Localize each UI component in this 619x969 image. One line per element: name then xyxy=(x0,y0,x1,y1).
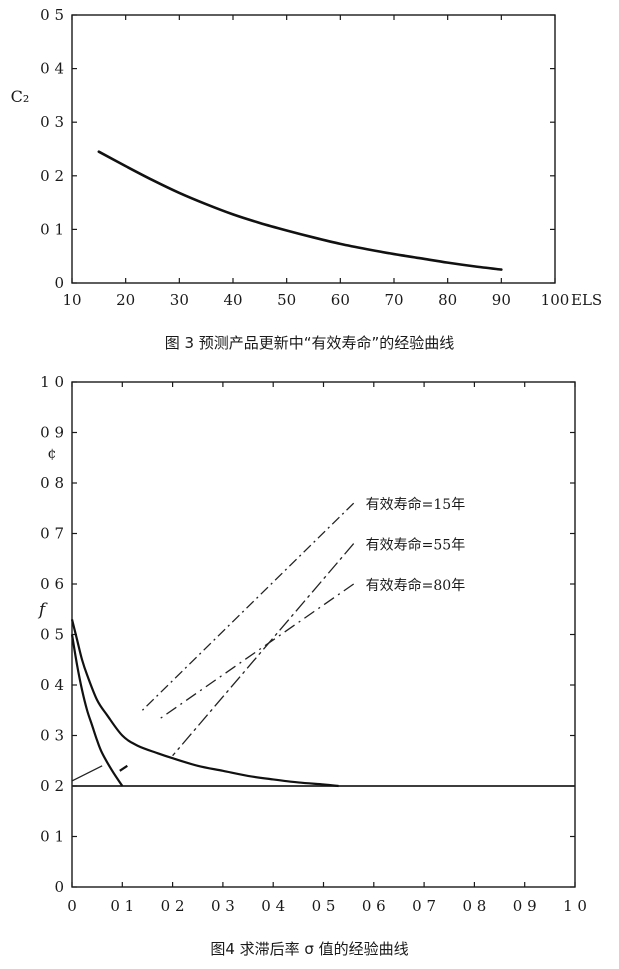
c1-x-tick-label: 100 xyxy=(541,291,570,309)
c2-x-tick-label: 0 4 xyxy=(261,897,285,915)
c1-x-tick-label: 50 xyxy=(277,291,296,309)
c2-arrow-mark xyxy=(71,765,103,782)
c1-y-tick-label: 0 5 xyxy=(40,6,64,24)
c1-x-tick-label: 70 xyxy=(384,291,403,309)
chart-f-vs-sigma: 0 0 1 0 2 0 3 0 4 0 5 0 6 0 7 0 8 0 9 1 0 0 0 1 0 2 0 … xyxy=(37,373,587,922)
c1-y-tick-label: 0 1 xyxy=(40,220,64,238)
c2-x-tick-label: 0 6 xyxy=(362,897,386,915)
c2-x-tick-label: 0 8 xyxy=(462,897,486,915)
c2-y-tick-label: 0 9 xyxy=(40,424,64,442)
c2-x-tick-label: 0 3 xyxy=(211,897,235,915)
c2-annotation-label: 有效寿命=15年 xyxy=(366,496,466,513)
c2-annotation-label: 有效寿命=80年 xyxy=(366,577,466,594)
c1-x-axis-label: ELS xyxy=(571,291,602,309)
c2-y-tick-label: 0 3 xyxy=(40,727,64,745)
c1-y-tick-label: 0 xyxy=(54,274,64,292)
c2-y-tick-label: 0 7 xyxy=(40,525,64,543)
c1-y-axis-label: C₂ xyxy=(11,87,30,106)
c2-y-axis-label: f xyxy=(37,600,48,620)
c2-plot-frame xyxy=(71,381,576,888)
c1-x-tick-label: 60 xyxy=(331,291,350,309)
c1-x-tick-label: 80 xyxy=(438,291,457,309)
chart-c2-vs-els: 10 20 30 40 50 60 70 80 90 100 0 0 1 0 2 0 3 0 4 0 5 ELS… xyxy=(11,6,603,309)
figure-4-caption: 图4 求滞后率 σ 值的经验曲线 xyxy=(210,940,409,958)
c1-x-tick-label: 30 xyxy=(170,291,189,309)
c1-x-tick-label: 40 xyxy=(223,291,242,309)
c2-y-tick-label: 0 xyxy=(54,878,64,896)
c2-y-tick-label: 1 0 xyxy=(40,373,64,391)
c2-x-tick-label: 0 2 xyxy=(161,897,185,915)
c2-series-55-line xyxy=(70,634,124,787)
c2-y-tick-label: 0 8 xyxy=(40,474,64,492)
c2-x-tick-label: 1 0 xyxy=(563,897,587,915)
c2-x-tick-label: 0 xyxy=(67,897,77,915)
c2-series-15-line xyxy=(70,619,339,788)
c2-x-axis-label: σ xyxy=(344,919,355,922)
c2-y-tick-label: 0 4 xyxy=(40,676,64,694)
c2-arrow-mark xyxy=(119,764,128,772)
c2-annotation-label: 有效寿命=55年 xyxy=(366,537,466,554)
c2-annotation-leader xyxy=(157,583,355,721)
c1-series-line xyxy=(97,150,503,271)
c2-annotation-leader xyxy=(141,502,355,711)
c1-y-tick-label: 0 3 xyxy=(40,113,64,131)
c2-y-tick-label: 0 1 xyxy=(40,828,64,846)
c1-x-tick-label: 10 xyxy=(62,291,81,309)
c2-x-tick-label: 0 9 xyxy=(513,897,537,915)
c2-y-tick-label: 0 5 xyxy=(40,626,64,644)
c1-y-tick-label: 0 4 xyxy=(40,60,64,78)
c1-y-tick-label: 0 2 xyxy=(40,167,64,185)
c2-y-tick-label: 0 6 xyxy=(40,575,64,593)
c2-x-tick-label: 0 1 xyxy=(110,897,134,915)
figure-3-caption: 图 3 预测产品更新中“有效寿命”的经验曲线 xyxy=(164,334,455,352)
c1-x-tick-label: 20 xyxy=(116,291,135,309)
c2-x-tick-label: 0 5 xyxy=(312,897,336,915)
c2-x-tick-label: 0 7 xyxy=(412,897,436,915)
c2-y-tick-label: 0 2 xyxy=(40,777,64,795)
c2-side-mark: ¢ xyxy=(48,446,57,462)
c1-plot-frame xyxy=(71,14,556,284)
c1-x-tick-label: 90 xyxy=(492,291,511,309)
c2-annotation-leader xyxy=(172,543,355,757)
